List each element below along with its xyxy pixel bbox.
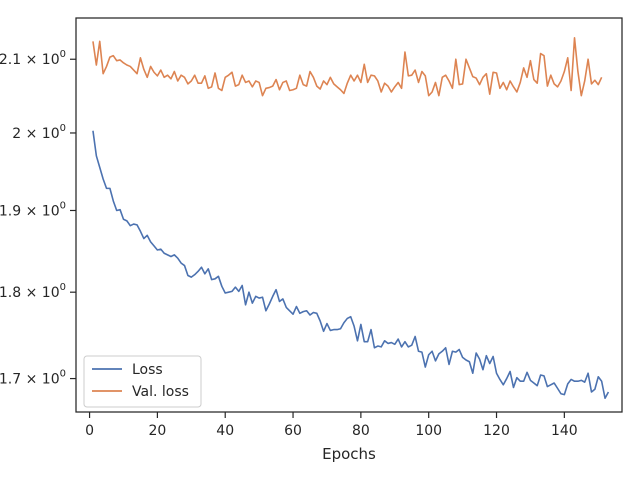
x-tick-label: 140 <box>551 423 578 439</box>
plot-area <box>76 18 622 412</box>
x-tick-label: 60 <box>284 423 302 439</box>
y-tick-mantissa: 2.1 <box>0 52 21 68</box>
y-tick-label: 2 × 100 <box>12 123 66 142</box>
y-tick-label: 1.7 × 100 <box>0 369 66 388</box>
legend-label-1: Val. loss <box>132 384 189 400</box>
y-tick-exponent: 0 <box>60 123 66 134</box>
y-tick-base: 10 <box>42 203 60 219</box>
x-tick-label: 40 <box>216 423 234 439</box>
y-tick-mantissa: 2 <box>12 126 21 142</box>
series-line-1 <box>92 37 603 97</box>
y-tick-label: 2.1 × 100 <box>0 49 66 68</box>
y-tick-base: 10 <box>42 285 60 301</box>
series-layer <box>92 37 610 400</box>
y-tick-label: 1.9 × 100 <box>0 200 66 219</box>
x-tick-label: 0 <box>85 423 94 439</box>
x-tick-label: 100 <box>415 423 442 439</box>
y-tick-times-sign: × <box>21 372 42 388</box>
x-axis-title: Epochs <box>322 445 376 463</box>
legend-label-0: Loss <box>132 362 163 378</box>
y-tick-exponent: 0 <box>60 369 66 380</box>
y-tick-mantissa: 1.8 <box>0 285 21 301</box>
y-tick-mantissa: 1.7 <box>0 372 21 388</box>
x-tick-label: 120 <box>483 423 510 439</box>
y-tick-times-sign: × <box>21 203 42 219</box>
y-tick-base: 10 <box>42 372 60 388</box>
plot-frame <box>75 17 623 413</box>
y-tick-base: 10 <box>42 52 60 68</box>
y-tick-times-sign: × <box>21 126 42 142</box>
x-tick-label: 80 <box>352 423 370 439</box>
x-axis: 0 20 40 60 80 100 120 140 <box>85 412 578 439</box>
x-tick-label: 20 <box>148 423 166 439</box>
series-line-0 <box>92 130 610 400</box>
y-tick-exponent: 0 <box>60 282 66 293</box>
y-tick-label: 1.8 × 100 <box>0 282 66 301</box>
y-tick-exponent: 0 <box>60 200 66 211</box>
y-tick-mantissa: 1.9 <box>0 203 21 219</box>
y-tick-times-sign: × <box>21 52 42 68</box>
y-tick-base: 10 <box>42 126 60 142</box>
y-tick-times-sign: × <box>21 285 42 301</box>
legend: Loss Val. loss <box>83 355 202 408</box>
y-tick-exponent: 0 <box>60 49 66 60</box>
